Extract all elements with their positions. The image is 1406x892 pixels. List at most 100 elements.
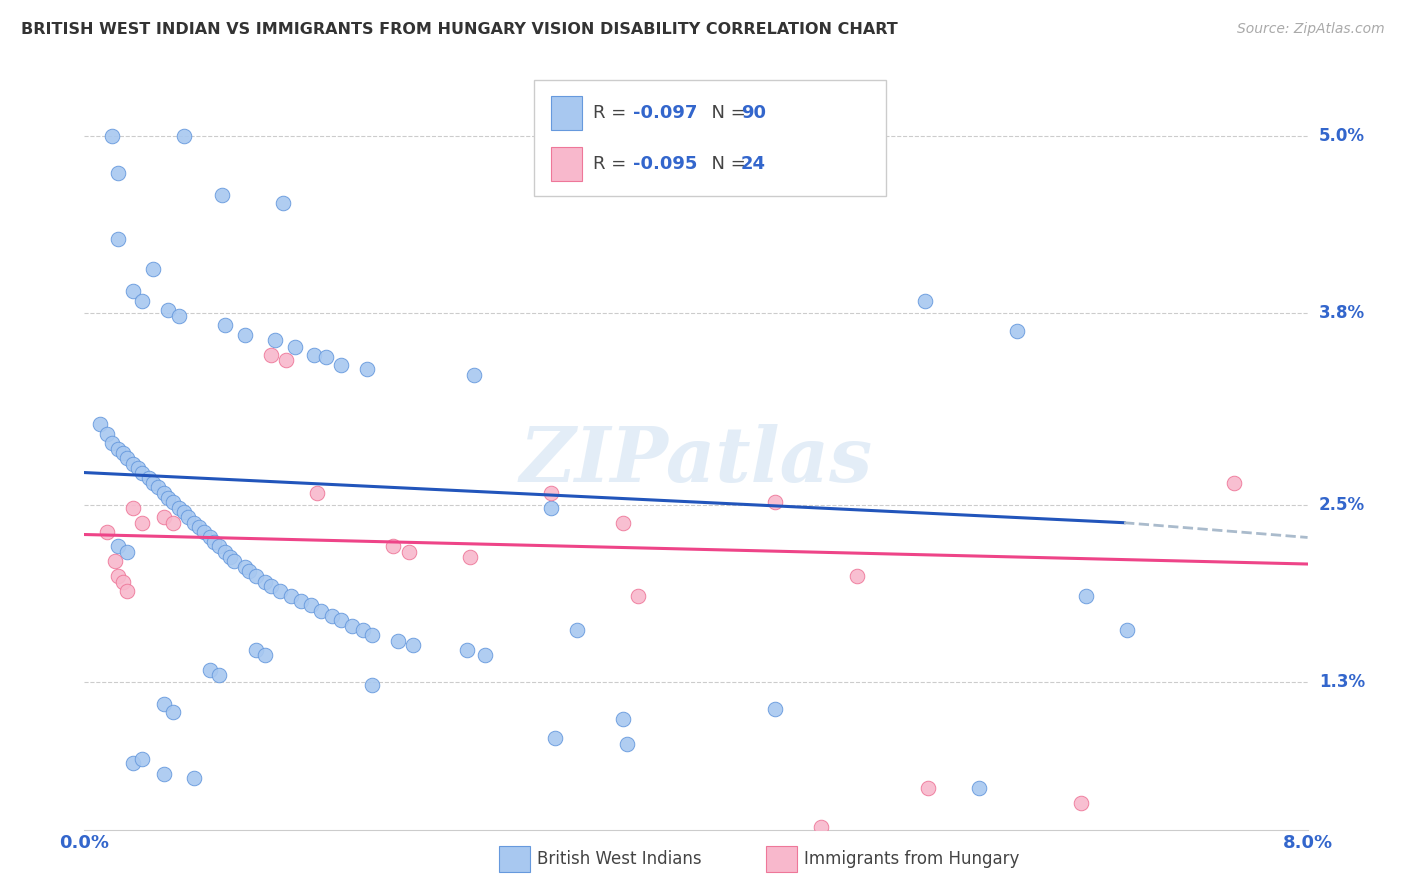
Text: Immigrants from Hungary: Immigrants from Hungary	[804, 850, 1019, 868]
Point	[765, 701, 787, 715]
Point	[115, 450, 138, 465]
Point	[107, 539, 129, 553]
Point	[315, 351, 337, 365]
Text: -0.095: -0.095	[633, 155, 697, 173]
Point	[218, 549, 240, 564]
Text: British West Indians: British West Indians	[537, 850, 702, 868]
Point	[456, 642, 478, 657]
Point	[162, 495, 184, 509]
Point	[627, 590, 650, 604]
Point	[238, 565, 260, 579]
Point	[127, 461, 149, 475]
Point	[131, 752, 153, 766]
Text: N =: N =	[700, 155, 752, 173]
Point	[280, 590, 302, 604]
Point	[1116, 624, 1139, 638]
Point	[1074, 590, 1097, 604]
Point	[340, 619, 363, 633]
Point	[330, 358, 353, 372]
Point	[214, 318, 236, 332]
Point	[101, 129, 124, 144]
Point	[153, 486, 176, 500]
Point	[157, 491, 180, 505]
Point	[612, 516, 634, 530]
Point	[264, 333, 287, 347]
Point	[914, 294, 936, 309]
Text: 90: 90	[741, 103, 766, 121]
Point	[845, 569, 868, 583]
Point	[162, 705, 184, 719]
Point	[305, 486, 328, 500]
Point	[1005, 324, 1028, 338]
Point	[138, 471, 160, 485]
Point	[463, 368, 485, 383]
Point	[330, 613, 353, 627]
Point	[122, 500, 145, 515]
Point	[284, 340, 307, 354]
Point	[765, 495, 787, 509]
Point	[540, 500, 562, 515]
Point	[111, 446, 134, 460]
Point	[146, 480, 169, 494]
Point	[387, 633, 409, 648]
Text: 24: 24	[741, 155, 766, 173]
Point	[271, 195, 294, 210]
Point	[211, 188, 233, 202]
Point	[253, 574, 276, 589]
Text: ZIPatlas: ZIPatlas	[519, 425, 873, 499]
Point	[177, 509, 200, 524]
Point	[360, 628, 382, 642]
Point	[131, 466, 153, 480]
Point	[402, 638, 425, 652]
Point	[321, 608, 343, 623]
Point	[276, 353, 298, 368]
Point	[198, 531, 221, 545]
Point	[474, 648, 496, 663]
Point	[458, 549, 481, 564]
Point	[153, 509, 176, 524]
Point	[142, 475, 165, 490]
Text: R =: R =	[593, 155, 633, 173]
Point	[540, 486, 562, 500]
Point	[162, 516, 184, 530]
Point	[173, 505, 195, 519]
Point	[967, 781, 990, 796]
Point	[245, 569, 267, 583]
Point	[173, 129, 195, 144]
Point	[107, 442, 129, 456]
Text: 2.5%: 2.5%	[1319, 496, 1365, 514]
Point	[183, 771, 205, 785]
Point	[167, 500, 190, 515]
Point	[122, 756, 145, 771]
Point	[302, 347, 325, 361]
Point	[101, 436, 124, 450]
Point	[122, 284, 145, 298]
Point	[311, 604, 333, 618]
Point	[193, 524, 215, 539]
Point	[544, 731, 567, 745]
Point	[253, 648, 276, 663]
Point	[115, 545, 138, 559]
Point	[115, 583, 138, 598]
Point	[290, 594, 312, 608]
Point	[565, 624, 588, 638]
Point	[810, 820, 832, 834]
Text: 3.8%: 3.8%	[1319, 304, 1365, 322]
Point	[917, 781, 939, 796]
Point	[183, 516, 205, 530]
Point	[89, 417, 111, 431]
Point	[107, 569, 129, 583]
Point	[616, 737, 638, 751]
Point	[1223, 475, 1246, 490]
Point	[157, 303, 180, 318]
Point	[233, 328, 256, 343]
Point	[360, 678, 382, 692]
Point	[96, 427, 118, 442]
Point	[269, 583, 291, 598]
Point	[131, 516, 153, 530]
Point	[260, 579, 283, 593]
Text: N =: N =	[700, 103, 752, 121]
Point	[153, 766, 176, 780]
Text: 5.0%: 5.0%	[1319, 128, 1365, 145]
Text: 1.3%: 1.3%	[1319, 673, 1365, 691]
